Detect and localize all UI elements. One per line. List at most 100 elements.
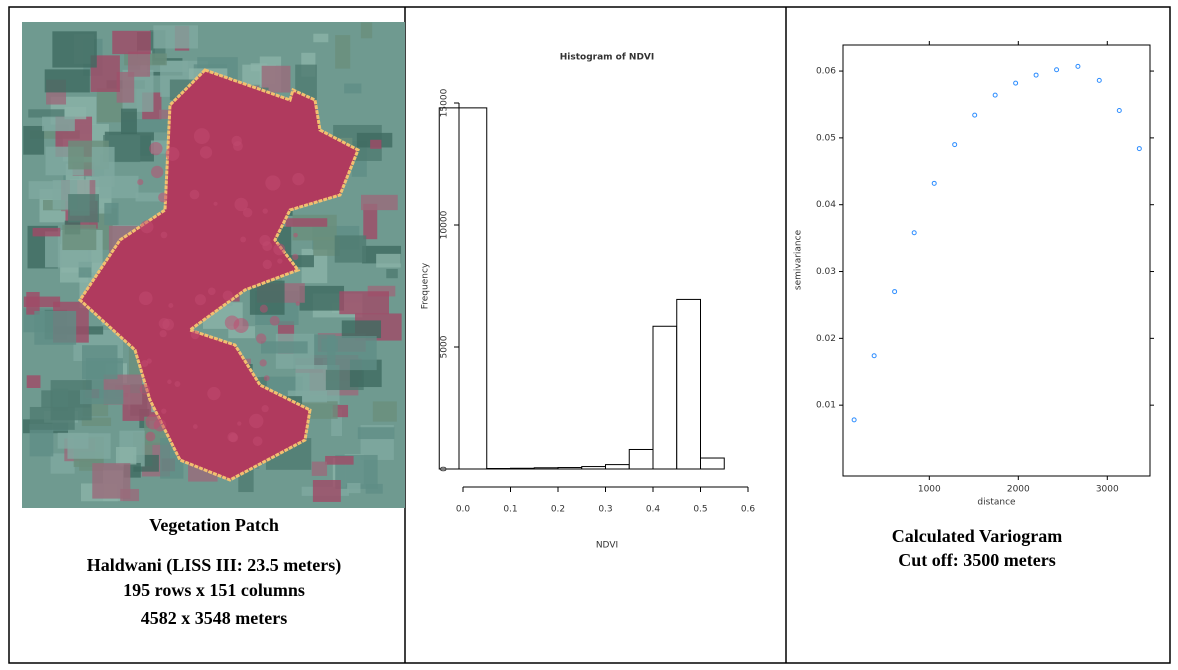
image-texture: [252, 436, 263, 447]
bar: [605, 464, 630, 470]
x-tick-label: 2000: [1007, 485, 1030, 495]
point: [911, 230, 917, 236]
caption: 195 rows x 151 columns: [123, 580, 305, 600]
frame: [8, 6, 1171, 664]
x-tick-label: 0.1: [503, 505, 517, 515]
image-field: [99, 175, 139, 199]
point: [1054, 67, 1060, 73]
point: [1033, 72, 1039, 78]
point: [871, 353, 877, 359]
image-field: [367, 285, 396, 297]
image-texture: [222, 290, 234, 301]
image-field: [327, 335, 377, 371]
image-texture: [158, 192, 169, 203]
image-field: [361, 194, 398, 211]
point: [972, 112, 978, 118]
image-field: [313, 33, 329, 43]
image-field: [334, 235, 367, 263]
image-field: [26, 375, 41, 388]
image-field: [68, 194, 100, 223]
image-field: [79, 389, 124, 405]
bar: [700, 457, 725, 470]
point: [1013, 80, 1019, 86]
image-texture: [249, 413, 264, 429]
image-field: [260, 341, 308, 354]
image-texture: [140, 220, 154, 234]
y-tick-label: 0.05: [816, 133, 836, 143]
point: [1136, 146, 1142, 152]
image-field: [285, 218, 328, 227]
y-tick-label: 0: [440, 466, 450, 472]
image-field: [23, 125, 45, 155]
image-texture: [174, 381, 181, 387]
image-texture: [213, 201, 218, 206]
caption: Cut off: 3500 meters: [898, 550, 1055, 570]
image-texture: [193, 128, 210, 145]
point: [1116, 107, 1122, 113]
point: [1075, 63, 1081, 69]
image-texture: [293, 232, 298, 238]
image-texture: [139, 384, 151, 395]
image-texture: [259, 304, 268, 313]
image-texture: [256, 333, 267, 344]
image-texture: [192, 424, 198, 429]
image-texture: [138, 291, 153, 306]
y-tick-label: 15000: [440, 88, 450, 117]
image-field: [357, 427, 395, 440]
x-axis-label: NDVI: [596, 541, 618, 551]
image-field: [312, 479, 341, 502]
image-field: [67, 433, 111, 459]
image-field: [325, 455, 354, 465]
image-texture: [145, 414, 161, 430]
image-field: [339, 291, 389, 315]
image-texture: [162, 318, 175, 331]
image-texture: [261, 405, 269, 413]
image-texture: [292, 253, 299, 261]
caption: Haldwani (LISS III: 23.5 meters): [87, 555, 342, 576]
bar: [676, 298, 701, 470]
image-field: [347, 483, 361, 494]
image-texture: [161, 408, 167, 414]
image-texture: [151, 165, 164, 179]
image-texture: [259, 234, 271, 246]
point: [851, 417, 857, 423]
y-tick-label: 0.02: [816, 334, 836, 344]
bar: [510, 467, 535, 470]
image-field: [52, 31, 97, 68]
x-tick-label: 3000: [1096, 485, 1119, 495]
image-texture: [295, 301, 300, 306]
x-axis-label: distance: [977, 498, 1016, 508]
x-tick-label: 0.2: [551, 505, 565, 515]
image-field: [363, 203, 378, 240]
image-field: [120, 108, 137, 134]
image-texture: [207, 386, 221, 401]
caption: 4582 x 3548 meters: [141, 608, 287, 628]
image-field: [42, 116, 75, 132]
image-field: [135, 192, 168, 202]
x-tick-label: 0.5: [693, 505, 707, 515]
bar: [581, 466, 606, 470]
image-field: [115, 446, 137, 465]
image-texture: [273, 243, 286, 256]
image-field: [81, 417, 112, 427]
image-field: [386, 268, 398, 279]
image-texture: [168, 302, 174, 309]
image-texture: [265, 175, 281, 191]
image-texture: [234, 197, 248, 212]
image-field: [82, 345, 118, 380]
image-field: [104, 202, 119, 226]
bar: [533, 467, 559, 470]
image-texture: [262, 259, 273, 270]
y-axis-label: semivariance: [794, 229, 804, 290]
image-field: [153, 25, 198, 49]
image-texture: [227, 432, 238, 443]
image-texture: [190, 330, 200, 340]
image-texture: [199, 146, 213, 159]
image-field: [335, 35, 351, 69]
image-field: [29, 130, 80, 139]
image-texture: [262, 208, 268, 214]
x-tick-label: 1000: [918, 485, 941, 495]
x-tick-label: 0.3: [598, 505, 612, 515]
bar: [628, 448, 654, 470]
image-field: [287, 390, 328, 403]
